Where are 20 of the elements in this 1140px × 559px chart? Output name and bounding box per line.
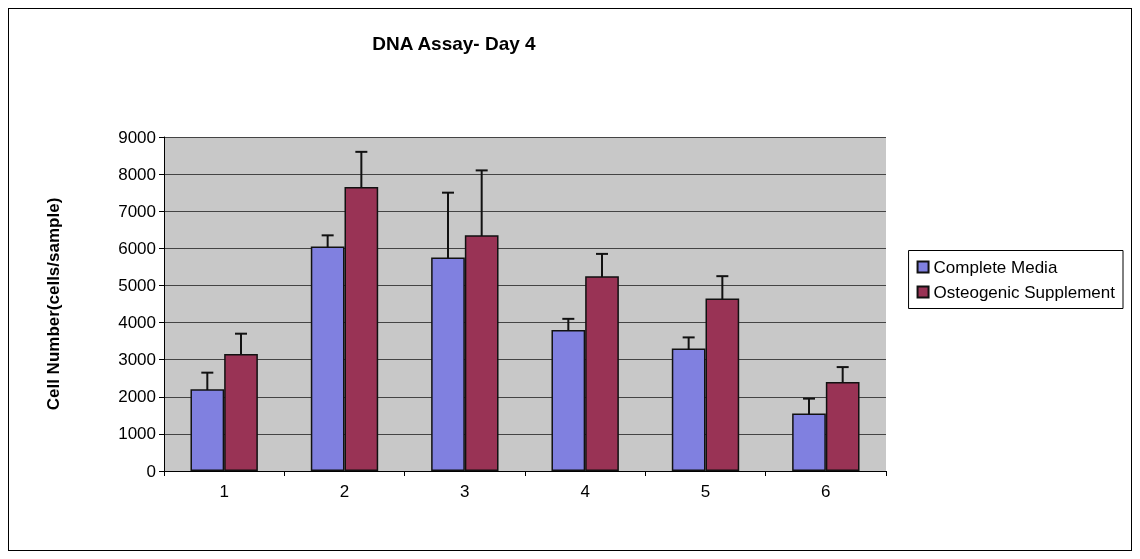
y-tick-label: 6000	[118, 238, 156, 258]
x-tick-label: 4	[580, 482, 590, 501]
x-tick-label: 6	[821, 482, 831, 501]
y-tick-label: 2000	[118, 387, 156, 407]
x-tick-label: 2	[339, 482, 350, 501]
y-tick-label: 7000	[118, 201, 156, 221]
y-axis-title: Cell Number(cells/sample)	[44, 197, 63, 411]
y-tick-label: 9000	[118, 127, 156, 147]
x-tick-label: 1	[219, 482, 229, 501]
y-tick-label: 4000	[118, 313, 156, 333]
legend-label: Complete Media	[933, 257, 1058, 277]
x-tick-label: 3	[460, 482, 470, 501]
y-tick-label: 3000	[118, 350, 156, 370]
legend-label: Osteogenic Supplement	[933, 282, 1116, 302]
y-tick-label: 5000	[118, 275, 156, 295]
chart-title: DNA Assay- Day 4	[372, 33, 537, 54]
y-tick-label: 8000	[118, 164, 156, 184]
x-tick-label: 5	[700, 482, 711, 501]
y-tick-label: 0	[146, 461, 156, 481]
y-tick-label: 1000	[118, 424, 156, 444]
